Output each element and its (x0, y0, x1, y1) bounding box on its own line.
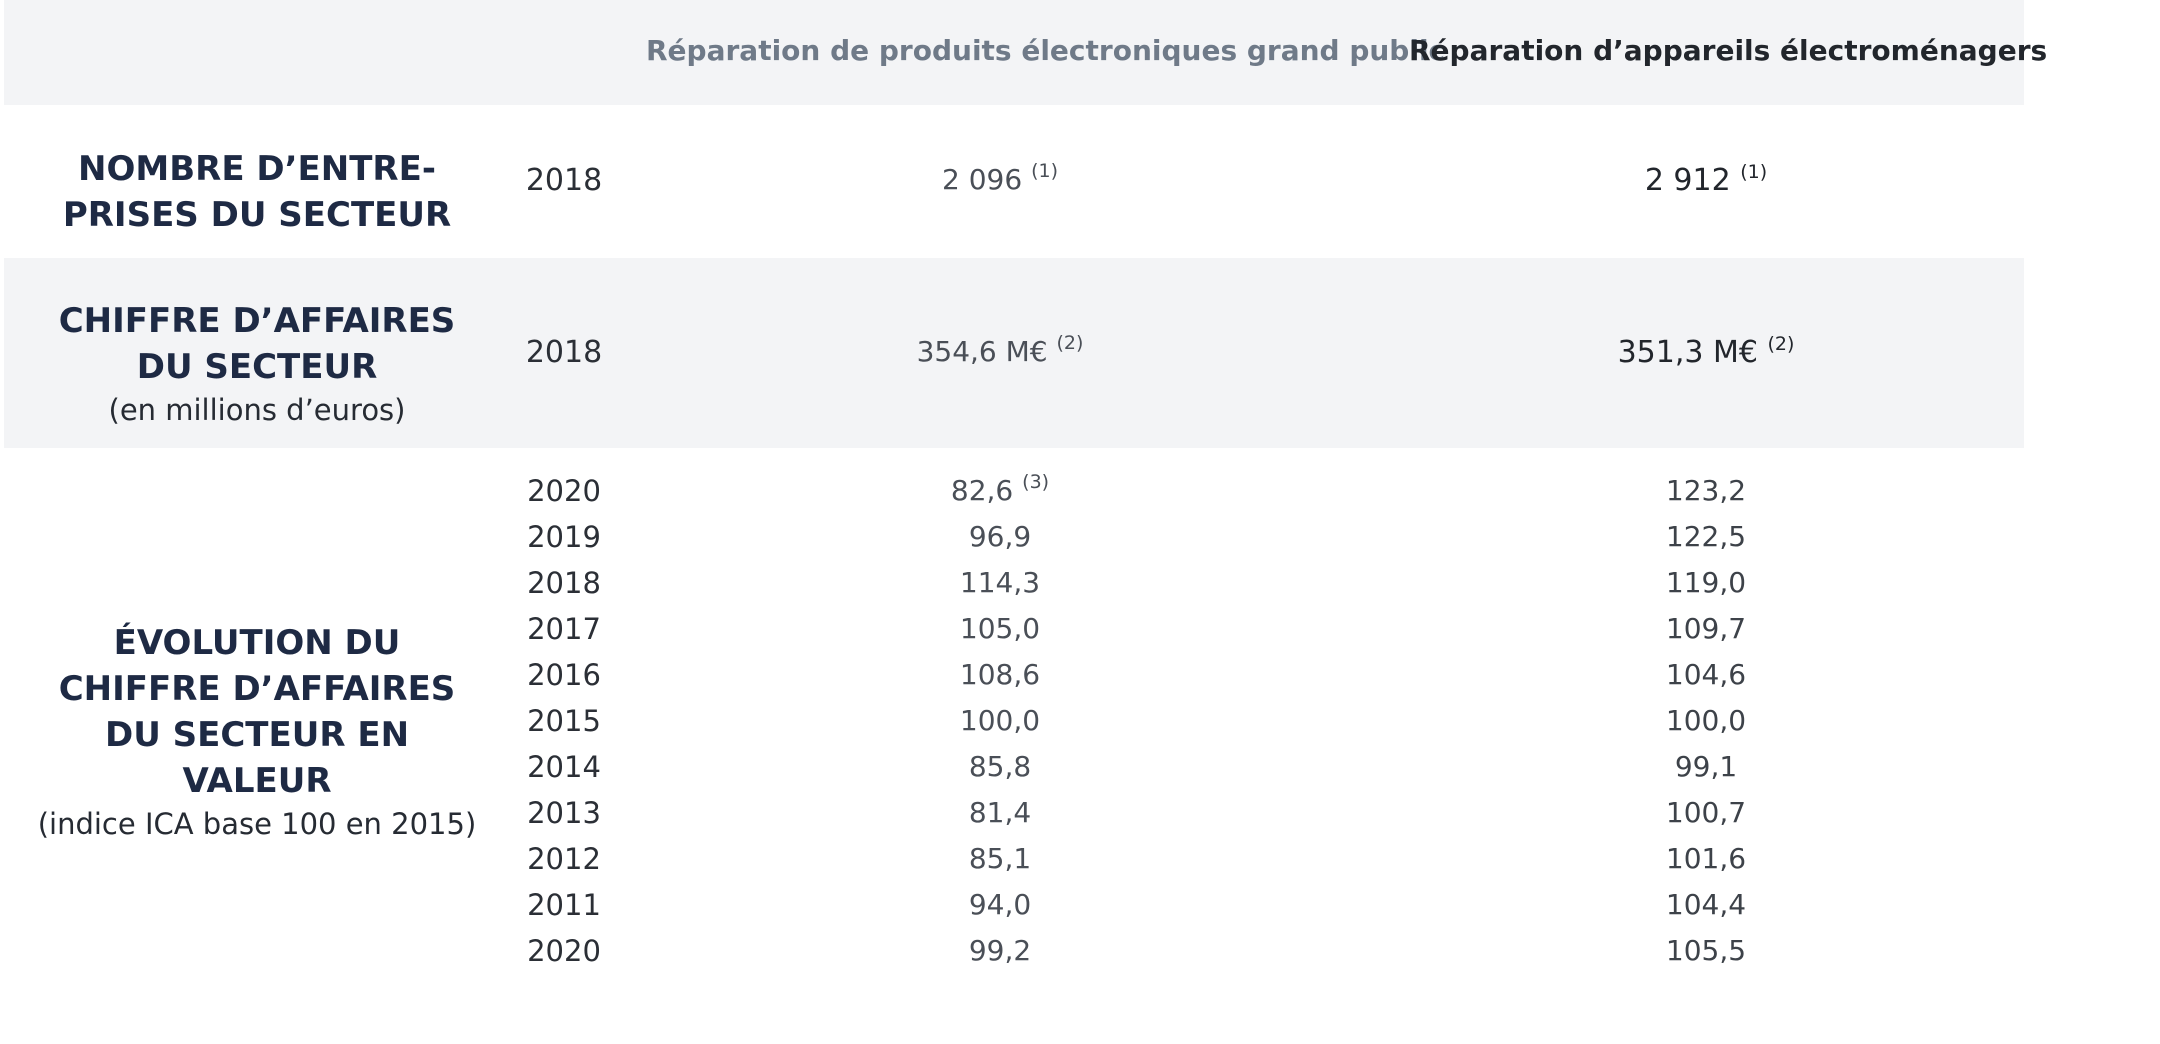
row-label-companies: NOMBRE D’ENTRE- PRISES DU SECTEUR (4, 146, 510, 238)
evolution-row: 2012 85,1 101,6 (4, 836, 2024, 882)
evolution-year: 2014 (527, 750, 601, 784)
turnover-value-appliances: 351,3 M€ (2) (1506, 333, 1906, 371)
evolution-value-appliances: 100,0 (1665, 704, 1747, 737)
evolution-value-electronics: 100,0 (959, 704, 1041, 737)
evolution-value-electronics: 99,2 (968, 934, 1032, 967)
evolution-value-appliances: 105,5 (1665, 934, 1747, 967)
evolution-value-appliances: 101,6 (1665, 842, 1747, 875)
evolution-row: 2017 105,0 109,7 (4, 606, 2024, 652)
row-label-evolution-subtitle: (indice ICA base 100 en 2015) (37, 807, 477, 841)
evolution-value-appliances: 119,0 (1665, 566, 1747, 599)
turnover-value-electronics: 354,6 M€ (2) (800, 332, 1200, 369)
companies-value-electronics-number: 2 096 (942, 163, 1023, 196)
evolution-value-electronics: 114,3 (959, 566, 1041, 599)
turnover-value-electronics-note: (2) (1056, 332, 1084, 354)
evolution-value-electronics: 94,0 (968, 888, 1032, 921)
evolution-value-electronics: 81,4 (968, 796, 1032, 829)
companies-value-electronics-note: (1) (1031, 160, 1058, 182)
row-label-turnover-subtitle: (en millions d’euros) (108, 393, 406, 427)
evolution-year: 2020 (527, 934, 601, 968)
turnover-row-band (4, 258, 2024, 448)
evolution-value-electronics-number: 82,6 (950, 474, 1014, 507)
evolution-value-appliances: 109,7 (1665, 612, 1747, 645)
evolution-row: 2011 94,0 104,4 (4, 882, 2024, 928)
row-label-companies-line1: NOMBRE D’ENTRE- (78, 149, 436, 189)
evolution-value-electronics: 85,1 (968, 842, 1032, 875)
evolution-value-electronics: 85,8 (968, 750, 1032, 783)
evolution-row: 2018 114,3 119,0 (4, 560, 2024, 606)
evolution-year: 2018 (527, 566, 601, 600)
evolution-year: 2017 (527, 612, 601, 646)
row-label-evolution-line3: DU SECTEUR EN (104, 715, 410, 755)
evolution-value-electronics: 82,6 (3) (800, 468, 1200, 514)
row-label-evolution-line2: CHIFFRE D’AFFAIRES (58, 669, 456, 709)
evolution-value-appliances: 123,2 (1665, 474, 1747, 507)
evolution-row: 2019 96,9 122,5 (4, 514, 2024, 560)
evolution-value-appliances: 122,5 (1665, 520, 1747, 553)
companies-value-electronics: 2 096 (1) (800, 160, 1200, 197)
evolution-row: 2014 85,8 99,1 (4, 744, 2024, 790)
evolution-row: 2013 81,4 100,7 (4, 790, 2024, 836)
evolution-value-appliances: 104,6 (1665, 658, 1747, 691)
evolution-value-appliances: 100,7 (1665, 796, 1747, 829)
evolution-value-electronics-note: (3) (1022, 471, 1050, 493)
turnover-value-appliances-number: 351,3 M€ (1617, 335, 1758, 370)
turnover-year: 2018 (525, 335, 603, 370)
evolution-row: 2015 100,0 100,0 (4, 698, 2024, 744)
turnover-value-electronics-number: 354,6 M€ (916, 335, 1048, 368)
row-label-companies-line2: PRISES DU SECTEUR (62, 195, 452, 235)
evolution-year: 2015 (527, 704, 601, 738)
row-label-evolution-line1: ÉVOLUTION DU (113, 623, 401, 663)
table-header-band (4, 0, 2024, 105)
row-label-turnover-line1: CHIFFRE D’AFFAIRES (58, 301, 456, 341)
row-label-turnover-line2: DU SECTEUR (136, 347, 378, 387)
evolution-value-appliances: 104,4 (1665, 888, 1747, 921)
column-header-appliances: Réparation d’appareils électroménagers (1409, 34, 2048, 67)
evolution-value-electronics: 105,0 (959, 612, 1041, 645)
companies-value-appliances-number: 2 912 (1644, 163, 1731, 198)
row-label-evolution-line4: VALEUR (182, 761, 332, 801)
companies-year: 2018 (525, 163, 603, 198)
row-label-turnover: CHIFFRE D’AFFAIRES DU SECTEUR (en millio… (4, 298, 510, 430)
companies-value-appliances-note: (1) (1740, 161, 1768, 183)
evolution-year: 2011 (527, 888, 601, 922)
evolution-value-appliances: 99,1 (1674, 750, 1738, 783)
evolution-year: 2013 (527, 796, 601, 830)
companies-value-appliances: 2 912 (1) (1506, 161, 1906, 199)
evolution-value-electronics: 96,9 (968, 520, 1032, 553)
evolution-row: 2016 108,6 104,6 (4, 652, 2024, 698)
evolution-year: 2016 (527, 658, 601, 692)
evolution-year: 2020 (527, 474, 601, 508)
evolution-row: 2020 82,6 (3) 123,2 (4, 468, 2024, 514)
evolution-year: 2012 (527, 842, 601, 876)
row-label-evolution: ÉVOLUTION DU CHIFFRE D’AFFAIRES DU SECTE… (4, 620, 510, 844)
turnover-value-appliances-note: (2) (1767, 333, 1795, 355)
evolution-value-electronics: 108,6 (959, 658, 1041, 691)
evolution-year: 2019 (527, 520, 601, 554)
column-header-electronics: Réparation de produits électroniques gra… (646, 34, 1446, 67)
evolution-row: 2020 99,2 105,5 (4, 928, 2024, 974)
